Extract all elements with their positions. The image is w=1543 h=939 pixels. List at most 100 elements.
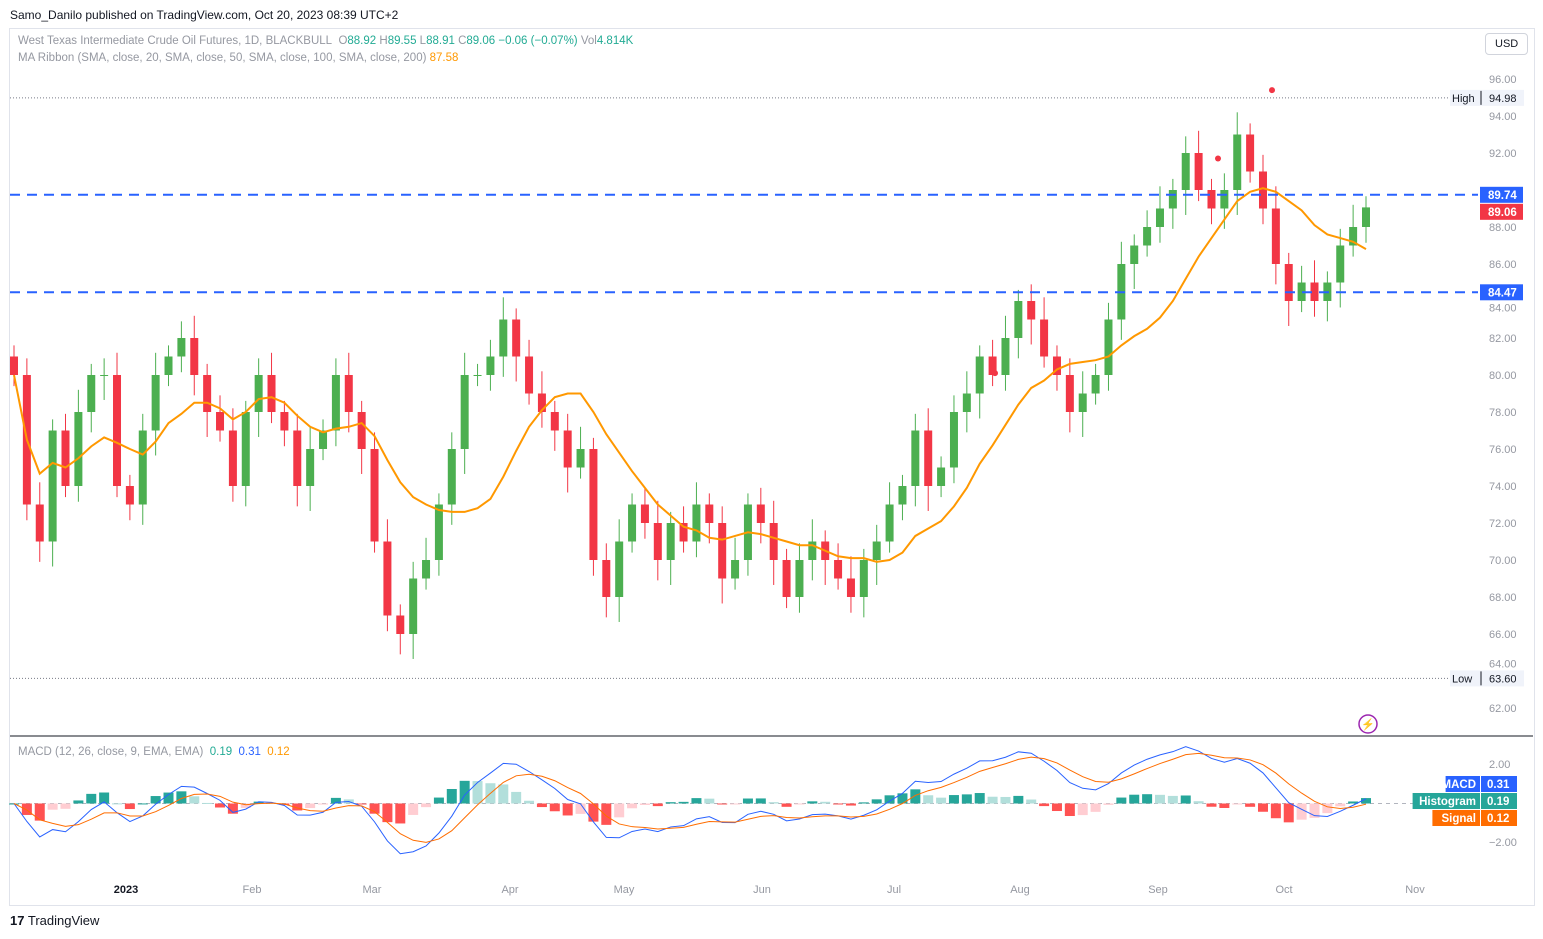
histogram-bar	[639, 803, 650, 805]
candle-body	[1246, 134, 1255, 172]
histogram-bar	[961, 794, 972, 804]
histogram-bar	[910, 789, 921, 804]
low-label-bg	[1450, 670, 1524, 687]
histogram-bar	[562, 803, 573, 816]
histogram-bar	[34, 803, 45, 821]
x-tick-label: Jun	[753, 884, 771, 896]
ma-name: MA Ribbon (SMA, close, 20, SMA, close, 5…	[18, 52, 427, 64]
histogram-bar	[717, 803, 728, 805]
histogram-bar	[1206, 803, 1217, 807]
pivot-dot	[992, 370, 998, 377]
histogram-bar	[652, 803, 663, 807]
high-label: High	[1452, 93, 1475, 105]
histogram-bar	[678, 801, 689, 804]
candle-body	[61, 430, 70, 486]
histogram-bar	[987, 796, 998, 804]
histogram-bar	[948, 795, 959, 804]
c-label: C	[458, 35, 467, 47]
histogram-bar	[176, 791, 187, 804]
candle-body	[1207, 190, 1216, 209]
histogram-bar	[1180, 795, 1191, 804]
tradingview-logo: 17 TradingView	[10, 913, 100, 928]
level-value: 84.47	[1488, 287, 1517, 299]
histogram-bar	[1219, 803, 1230, 808]
macd-badge-label-bg	[1432, 810, 1480, 826]
histogram-bar	[1013, 795, 1024, 804]
histogram-bar	[923, 795, 934, 804]
histogram-bar	[73, 800, 84, 804]
candle-body	[859, 560, 868, 597]
histogram-bar	[163, 792, 174, 804]
candle-body	[1014, 301, 1023, 338]
macd-badge-label-bg	[1445, 776, 1480, 792]
candle-body	[447, 449, 456, 505]
symbol-legend: West Texas Intermediate Crude Oil Future…	[18, 35, 633, 47]
candle-body	[808, 541, 817, 560]
level-badge	[1480, 186, 1523, 203]
histogram-bar	[781, 803, 792, 807]
candle-body	[10, 356, 18, 375]
candle-body	[164, 356, 173, 375]
candle-body	[563, 430, 572, 468]
o-label: O	[338, 35, 348, 47]
candle-body	[422, 560, 431, 579]
histogram-bar	[112, 803, 123, 805]
histogram-bar	[730, 803, 741, 805]
histogram-bar	[1335, 803, 1346, 807]
candle-body	[937, 467, 946, 486]
histogram-bar	[253, 801, 264, 804]
x-tick-label: Mar	[363, 884, 382, 896]
open-value: 88.92	[347, 35, 377, 47]
histogram-bar	[1167, 795, 1178, 804]
last-price-badge	[1480, 203, 1523, 220]
candle-body	[1027, 301, 1036, 320]
candle-body	[1258, 171, 1267, 209]
histogram-bar	[1142, 794, 1153, 804]
histogram-bar	[1348, 801, 1359, 804]
candle-body	[962, 393, 971, 412]
symbol-name: West Texas Intermediate Crude Oil Future…	[18, 35, 333, 47]
candle-body	[1362, 207, 1370, 227]
histogram-bar	[202, 802, 213, 804]
candle-body	[1168, 190, 1177, 209]
macd-value3: 0.12	[267, 746, 290, 758]
x-tick-label: Aug	[1010, 884, 1030, 896]
histogram-bar	[21, 803, 32, 815]
macd-badge-value-bg	[1481, 776, 1517, 792]
candle-body	[473, 375, 482, 376]
candle-body	[100, 375, 109, 376]
l-label: L	[419, 35, 427, 47]
candle-body	[499, 319, 508, 357]
x-tick-label: Nov	[1405, 884, 1425, 896]
brand-name: TradingView	[27, 913, 100, 928]
candle-body	[1091, 375, 1100, 394]
candle-body	[113, 375, 122, 486]
y-tick-label: 88.00	[1489, 222, 1517, 234]
signal-line	[13, 752, 1367, 843]
histogram-bar	[833, 803, 844, 805]
candle-body	[1284, 264, 1293, 301]
change-value: −0.06 (−0.07%)	[498, 35, 578, 47]
candle-body	[87, 375, 96, 412]
candle-body	[383, 541, 392, 616]
y-tick-label: 66.00	[1489, 629, 1517, 641]
x-tick-label: Sep	[1148, 884, 1168, 896]
high-value: 94.98	[1489, 93, 1517, 105]
histogram-bar	[382, 803, 393, 823]
histogram-bar	[99, 792, 110, 804]
histogram-bar	[446, 788, 457, 804]
last-price-value: 89.06	[1488, 207, 1517, 219]
pivot-dot	[1269, 87, 1275, 94]
candle-body	[756, 504, 765, 523]
histogram-bar	[459, 780, 470, 804]
currency-button[interactable]: USD	[1485, 33, 1529, 55]
histogram-bar	[936, 797, 947, 804]
macd-badge-label: MACD	[1442, 779, 1477, 791]
candle-body	[988, 356, 997, 375]
histogram-bar	[536, 803, 547, 808]
candle-body	[885, 504, 894, 542]
histogram-bar	[227, 803, 238, 814]
histogram-bar	[858, 802, 869, 804]
histogram-bar	[511, 791, 522, 804]
